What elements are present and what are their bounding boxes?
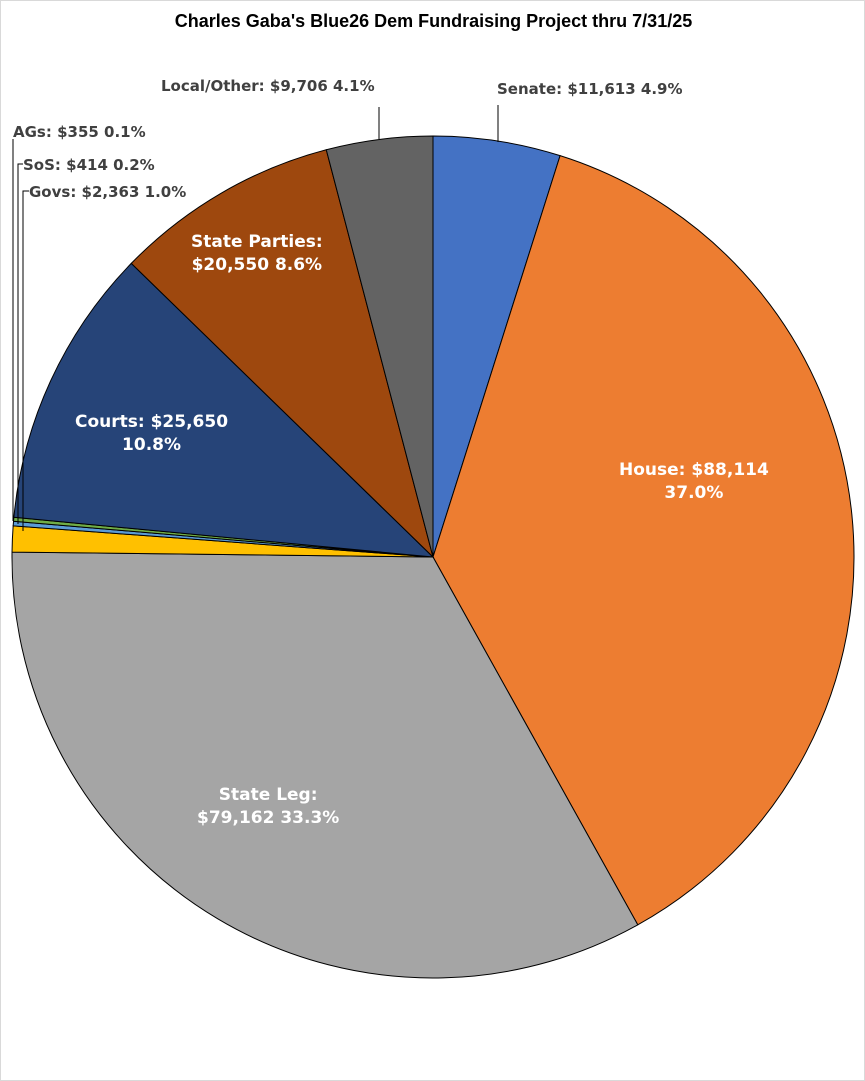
data-label-state-parties: State Parties: $20,550 8.6% — [191, 231, 323, 277]
data-label-ags: AGs: $355 0.1% — [13, 122, 146, 142]
data-label-govs: Govs: $2,363 1.0% — [29, 182, 186, 202]
leader-line-govs — [22, 190, 29, 531]
data-label-line: State Parties: — [191, 232, 323, 252]
data-label-courts: Courts: $25,650 10.8% — [75, 411, 228, 457]
data-label-line: State Leg: — [218, 785, 318, 805]
data-label-line: $79,162 33.3% — [197, 807, 340, 828]
data-label-line: $20,550 8.6% — [191, 254, 323, 275]
slice-house — [432, 155, 855, 926]
data-label-line: Govs: $2,363 1.0% — [29, 183, 187, 201]
slice-state-leg — [11, 551, 639, 979]
data-label-line: SoS: $414 0.2% — [23, 156, 155, 174]
slice-local-other — [325, 135, 434, 558]
leader-line-sos — [17, 163, 23, 524]
data-label-line: 37.0% — [664, 482, 724, 503]
data-label-line: Local/Other: $9,706 4.1% — [161, 77, 375, 95]
data-label-line: House: $88,114 — [619, 460, 769, 480]
data-label-line: Courts: $25,650 — [75, 412, 229, 432]
slice-courts — [13, 262, 435, 558]
data-label-state-leg: State Leg: $79,162 33.3% — [197, 784, 339, 830]
data-label-line: 10.8% — [122, 434, 182, 455]
data-label-sos: SoS: $414 0.2% — [23, 155, 155, 175]
data-label-line: Senate: $11,613 4.9% — [497, 80, 683, 98]
data-label-line: AGs: $355 0.1% — [13, 123, 146, 141]
data-label-house: House: $88,114 37.0% — [619, 459, 769, 505]
data-label-local-other: Local/Other: $9,706 4.1% — [161, 76, 375, 96]
data-label-senate: Senate: $11,613 4.9% — [497, 79, 683, 99]
slice-state-parties — [130, 149, 434, 559]
chart-title: Charles Gaba's Blue26 Dem Fundraising Pr… — [174, 11, 693, 31]
